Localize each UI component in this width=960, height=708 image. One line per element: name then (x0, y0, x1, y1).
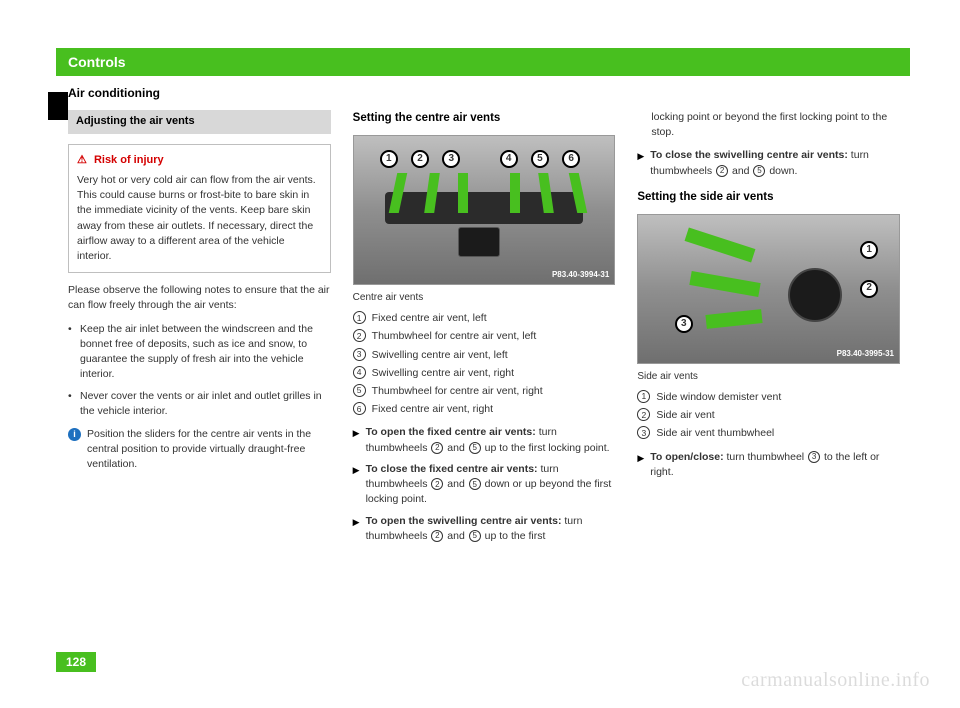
callout-3: 3 (442, 150, 460, 168)
chevron-right-icon: ▶ (353, 427, 360, 455)
section-title: Air conditioning (68, 86, 900, 100)
callout-2: 2 (411, 150, 429, 168)
side-tab (48, 92, 68, 120)
legend-item: 3Swivelling centre air vent, left (353, 348, 616, 363)
note-intro: Please observe the following notes to en… (68, 283, 331, 313)
figure-side-vents: 1 2 3 P83.40-3995-31 (637, 214, 900, 364)
arrow-icon (706, 309, 763, 329)
info-tip: i Position the sliders for the centre ai… (68, 427, 331, 473)
action-open-fixed: ▶ To open the fixed centre air vents: tu… (353, 425, 616, 455)
warning-icon: ⚠ (77, 153, 87, 169)
watermark: carmanualsonline.info (741, 669, 930, 692)
action-open-close-side: ▶ To open/close: turn thumbwheel 3 to th… (637, 450, 900, 480)
figure-caption: Centre air vents (353, 291, 616, 306)
warning-box: ⚠ Risk of injury Very hot or very cold a… (68, 144, 331, 273)
warning-title: ⚠ Risk of injury (77, 153, 322, 169)
vent-shape (788, 268, 842, 322)
page-number: 128 (56, 652, 96, 672)
screen-shape (458, 227, 500, 257)
legend-item: 3Side air vent thumbwheel (637, 426, 900, 441)
arrow-icon (510, 173, 520, 213)
dashboard-shape (385, 192, 583, 224)
bullet-item: Keep the air inlet between the windscree… (68, 322, 331, 383)
chevron-right-icon: ▶ (637, 452, 644, 480)
figure-caption-side: Side air vents (637, 370, 900, 385)
callout-2: 2 (860, 280, 878, 298)
info-tip-text: Position the sliders for the centre air … (87, 427, 331, 473)
subheader-adjusting: Adjusting the air vents (68, 110, 331, 134)
legend-item: 2Thumbwheel for centre air vent, left (353, 329, 616, 344)
info-icon: i (68, 428, 81, 441)
chevron-right-icon: ▶ (637, 150, 644, 178)
callout-5: 5 (531, 150, 549, 168)
legend-item: 1Fixed centre air vent, left (353, 311, 616, 326)
legend-item: 1Side window demister vent (637, 390, 900, 405)
arrow-icon (690, 271, 761, 297)
bullet-item: Never cover the vents or air inlet and o… (68, 389, 331, 419)
chapter-header: Controls (56, 48, 910, 76)
heading-side-vents: Setting the side air vents (637, 189, 900, 206)
callout-4: 4 (500, 150, 518, 168)
warning-body: Very hot or very cold air can flow from … (77, 173, 322, 264)
legend-item: 2Side air vent (637, 408, 900, 423)
callout-1: 1 (860, 241, 878, 259)
note-bullets: Keep the air inlet between the windscree… (68, 322, 331, 419)
figure-label: P83.40-3995-31 (837, 348, 894, 360)
callout-3: 3 (675, 315, 693, 333)
arrow-icon (685, 228, 756, 263)
figure-label: P83.40-3994-31 (552, 269, 609, 281)
action-close-fixed: ▶ To close the fixed centre air vents: t… (353, 462, 616, 508)
legend-item: 6Fixed centre air vent, right (353, 402, 616, 417)
column-3: locking point or beyond the first lockin… (637, 110, 900, 550)
action-open-swivel: ▶ To open the swivelling centre air vent… (353, 514, 616, 544)
chevron-right-icon: ▶ (353, 516, 360, 544)
warning-title-text: Risk of injury (94, 154, 164, 166)
heading-centre-vents: Setting the centre air vents (353, 110, 616, 127)
legend-item: 5Thumbwheel for centre air vent, right (353, 384, 616, 399)
legend-side: 1Side window demister vent 2Side air ven… (637, 390, 900, 442)
action-close-swivel: ▶ To close the swivelling centre air ven… (637, 148, 900, 178)
legend-centre: 1Fixed centre air vent, left 2Thumbwheel… (353, 311, 616, 417)
column-2: Setting the centre air vents 1 2 3 4 5 6… (353, 110, 616, 550)
callout-1: 1 (380, 150, 398, 168)
chevron-right-icon: ▶ (353, 464, 360, 508)
figure-centre-vents: 1 2 3 4 5 6 P83.40-3994-31 (353, 135, 616, 285)
page: Controls Air conditioning Adjusting the … (0, 0, 960, 708)
column-1: Adjusting the air vents ⚠ Risk of injury… (68, 110, 331, 550)
content-columns: Adjusting the air vents ⚠ Risk of injury… (68, 110, 900, 550)
arrow-icon (458, 173, 468, 213)
callout-6: 6 (562, 150, 580, 168)
legend-item: 4Swivelling centre air vent, right (353, 366, 616, 381)
continuation-text: locking point or beyond the first lockin… (637, 110, 900, 140)
